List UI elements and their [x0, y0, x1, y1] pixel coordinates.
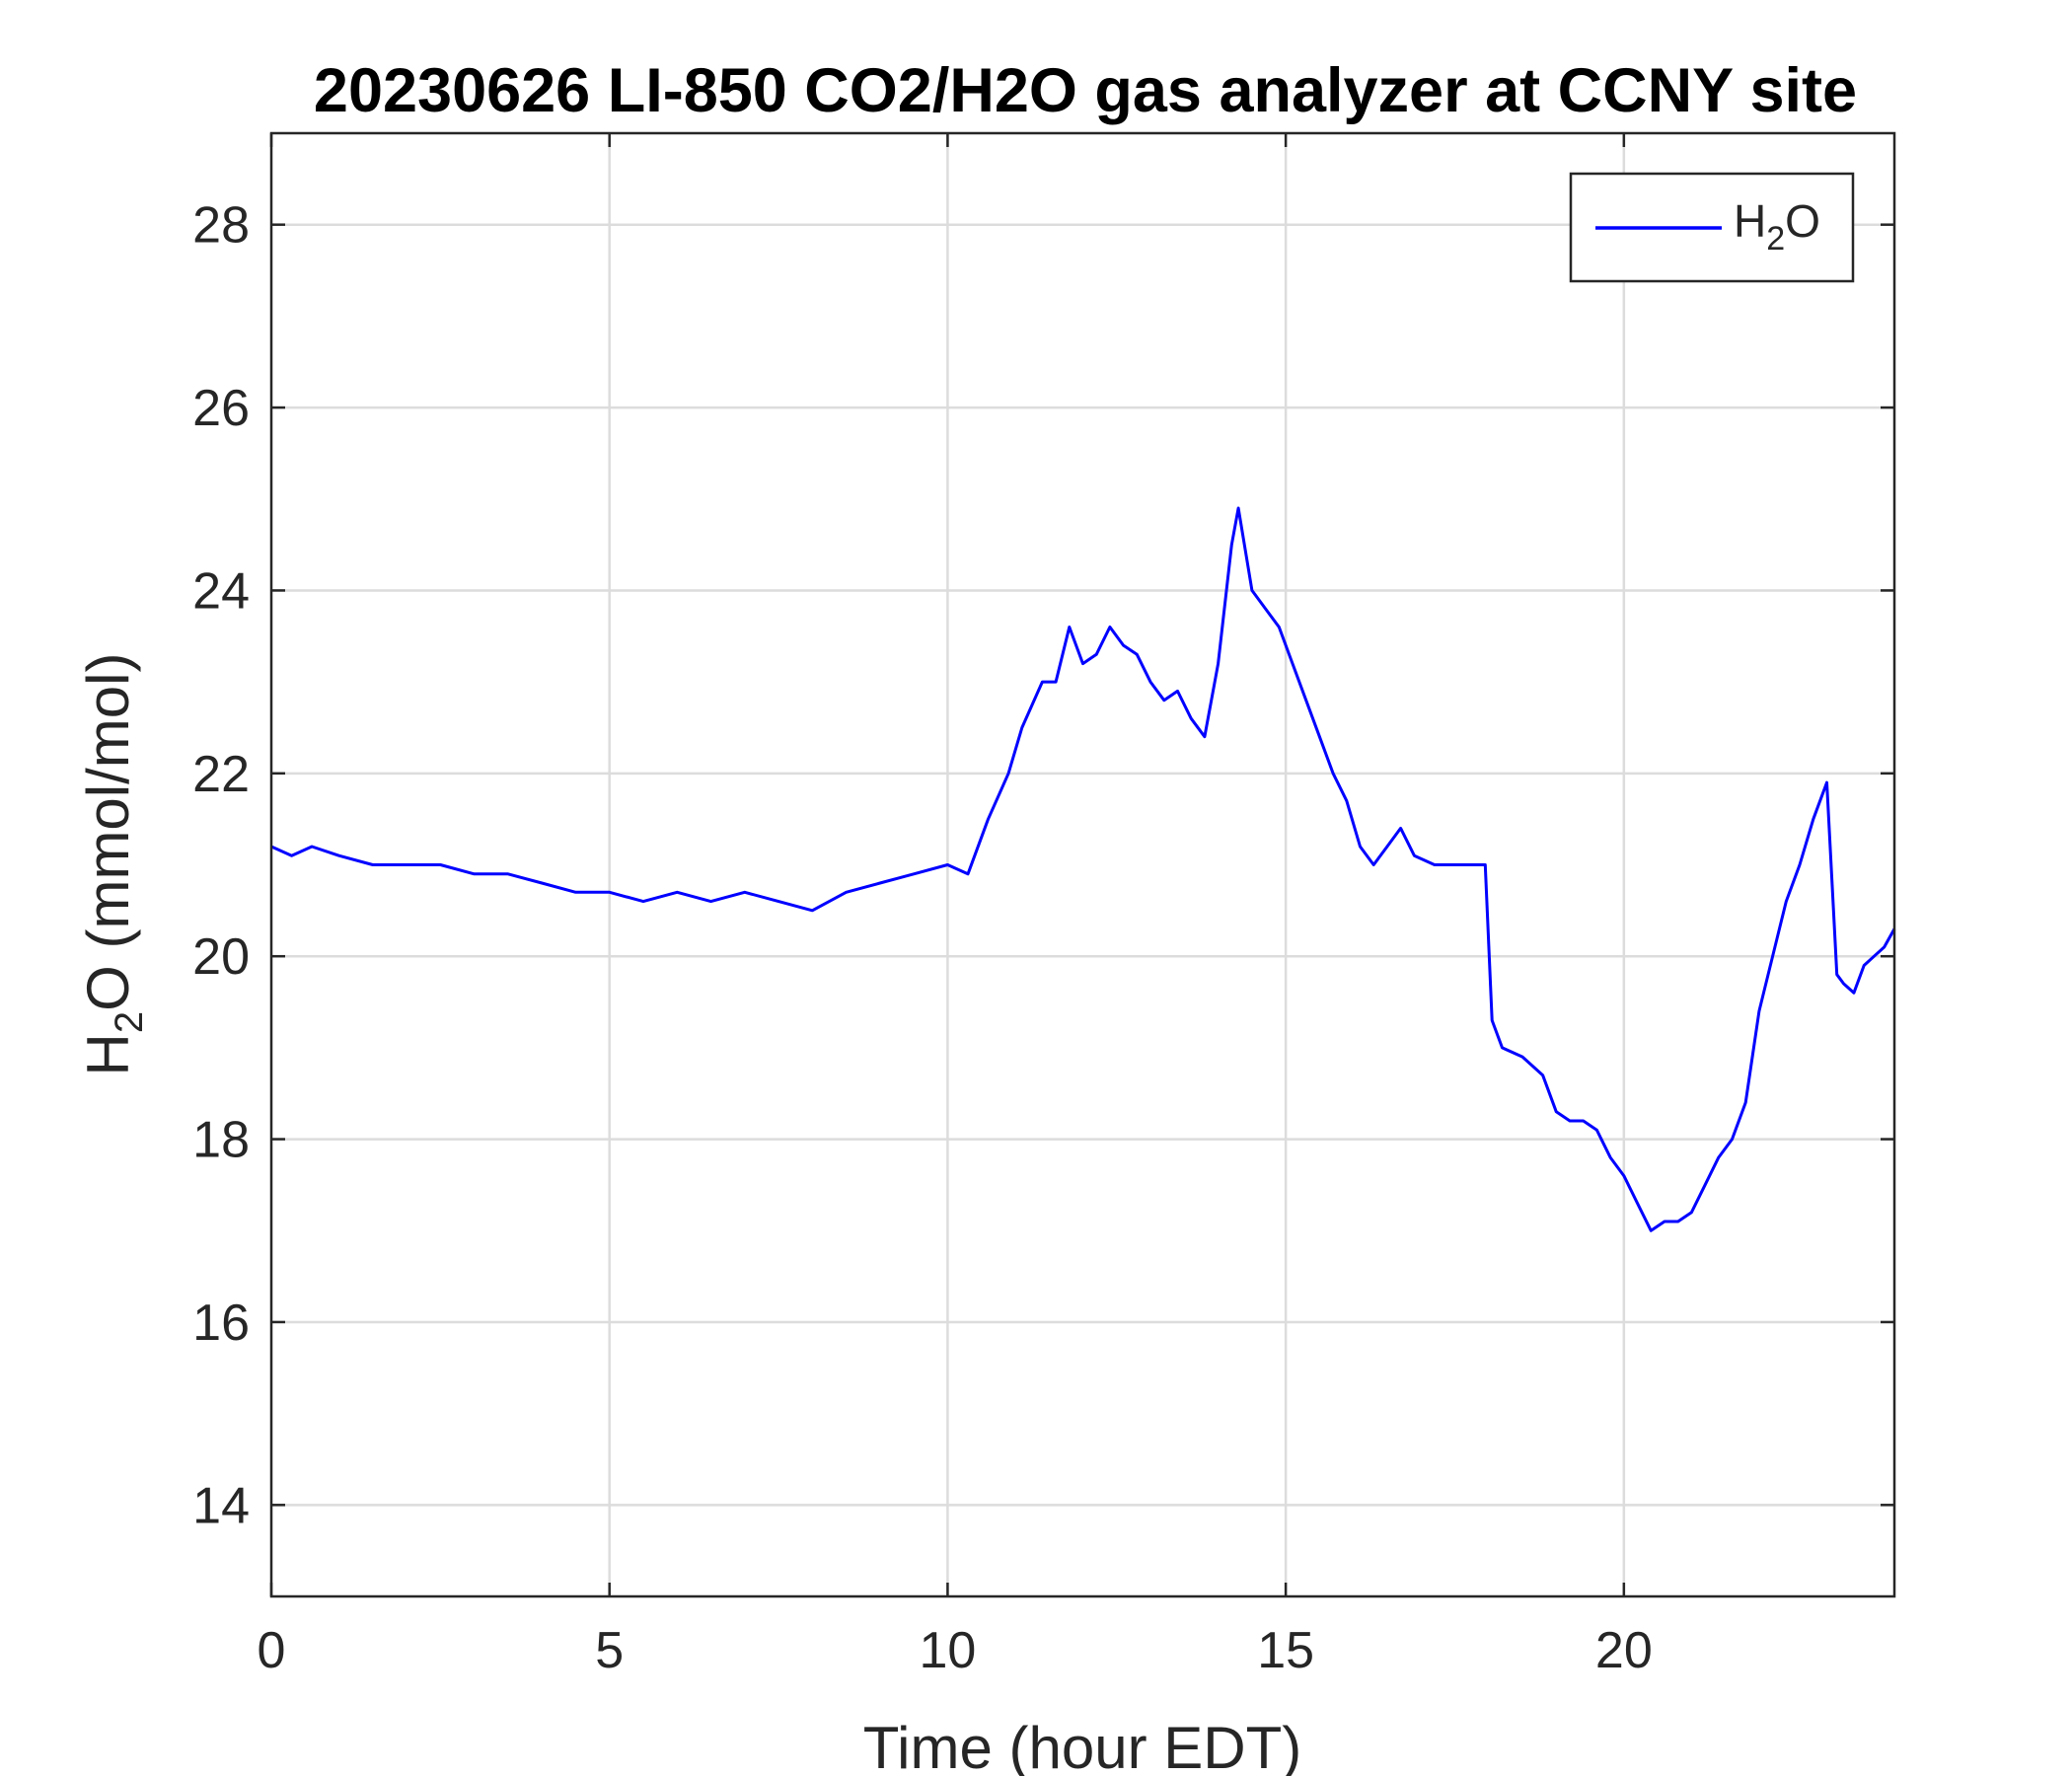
y-axis-label-rest: O (mmol/mol) — [75, 653, 141, 1011]
grid — [271, 133, 1894, 1596]
legend-label-rest: O — [1785, 195, 1820, 247]
y-axis-label-main: H — [75, 1033, 141, 1075]
legend-label-main: H — [1734, 195, 1766, 247]
ticks — [269, 133, 1894, 1596]
y-tick-label: 18 — [192, 1112, 250, 1169]
legend: H2O — [1569, 172, 1855, 283]
y-tick-label: 16 — [192, 1295, 250, 1352]
x-axis-tick-labels: 0 5 10 15 20 — [258, 1622, 1653, 1679]
series-layer — [270, 506, 1896, 1232]
y-tick-label: 26 — [192, 380, 250, 437]
legend-label-subscript: 2 — [1766, 220, 1785, 258]
x-tick-label: 15 — [1257, 1622, 1314, 1679]
y-axis-label: H2O (mmol/mol) — [75, 653, 151, 1076]
y-tick-label: 22 — [192, 746, 250, 803]
x-axis-label: Time (hour EDT) — [863, 1715, 1302, 1776]
y-tick-label: 20 — [192, 928, 250, 986]
x-tick-label: 5 — [595, 1622, 624, 1679]
legend-entry-label: H2O — [1734, 195, 1820, 258]
y-axis-label-subscript: 2 — [108, 1011, 151, 1033]
x-tick-label: 20 — [1595, 1622, 1653, 1679]
y-tick-label: 14 — [192, 1477, 250, 1534]
plot-area-frame — [269, 131, 1896, 1598]
y-axis-tick-labels: 14 16 18 20 22 24 26 28 — [192, 197, 250, 1535]
chart-title: 20230626 LI-850 CO2/H2O gas analyzer at … — [314, 56, 1857, 125]
y-tick-label: 24 — [192, 562, 250, 620]
y-tick-label: 28 — [192, 197, 250, 255]
series-line-0 — [270, 506, 1896, 1232]
x-tick-label: 0 — [258, 1622, 286, 1679]
x-tick-label: 10 — [919, 1622, 976, 1679]
